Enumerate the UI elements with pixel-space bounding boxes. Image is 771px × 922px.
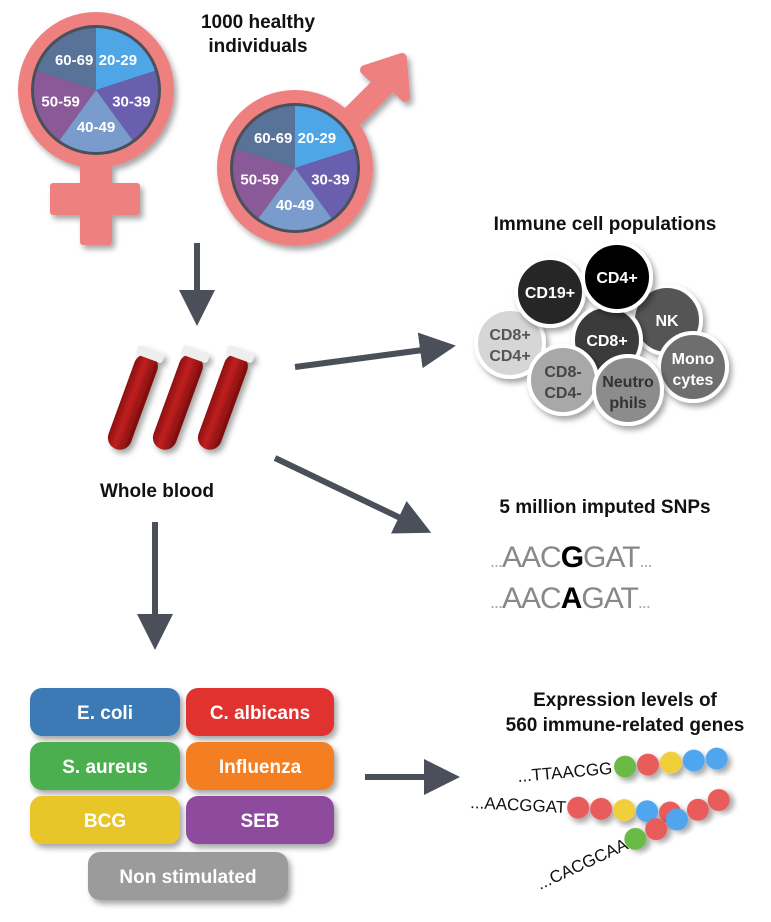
stimulus-label: Non stimulated	[119, 867, 256, 888]
cell-neutrophils: Neutro phils	[592, 354, 664, 426]
snps-title: 5 million imputed SNPs	[499, 497, 710, 518]
stimulus-label: E. coli	[77, 703, 133, 724]
snp-sequence-1: ...AACGGAT...	[490, 541, 652, 574]
stimulus-label: BCG	[84, 811, 126, 832]
cell-cd4: CD4+	[581, 241, 653, 313]
cell-label: CD4+	[489, 348, 530, 365]
expression-row: ...TTAACGG	[517, 747, 728, 786]
bead-yellow	[613, 799, 636, 822]
bead-red	[590, 797, 613, 820]
bead-red	[636, 753, 659, 776]
bead-blue	[705, 747, 728, 770]
stimulus-s-aureus[interactable]: S. aureus	[30, 742, 180, 790]
arrow-to-cells	[294, 332, 456, 370]
cell-label: phils	[609, 395, 646, 412]
cell-label: Mono	[672, 351, 715, 368]
cell-label: CD8+	[489, 327, 530, 344]
cell-label: CD8+	[586, 333, 627, 350]
dots: ...	[640, 551, 652, 571]
snp-variant: G	[561, 541, 583, 574]
age-label: 20-29	[99, 52, 137, 69]
stimulus-seb[interactable]: SEB	[186, 796, 334, 844]
pie-slice-30-39	[96, 70, 158, 141]
expression-title-line1: Expression levels of	[533, 690, 717, 711]
stimulus-label: Influenza	[219, 757, 302, 778]
stimulus-influenza[interactable]: Influenza	[186, 742, 334, 790]
bead-blue	[666, 808, 689, 831]
bead-red	[567, 796, 590, 819]
immune-cells-title: Immune cell populations	[494, 214, 717, 235]
gene-sequence: ...AACGGAT	[470, 793, 567, 817]
age-label: 40-49	[77, 119, 115, 136]
bead-green	[624, 827, 647, 850]
age-label: 30-39	[311, 171, 349, 188]
stimulus-label: SEB	[240, 811, 279, 832]
gene-sequence: ...TTAACGG	[517, 759, 613, 786]
seq-after: GAT	[581, 582, 638, 615]
seq-before: AAC	[502, 582, 561, 615]
pie-slice-60-69	[236, 106, 295, 168]
cell-monocytes: Mono cytes	[657, 331, 729, 403]
age-label: 40-49	[276, 197, 314, 214]
expression-title-line2: 560 immune-related genes	[506, 715, 745, 736]
cell-label: CD4-	[544, 385, 581, 402]
expression-beads: ...TTAACGG ...AACGGAT ...CACGCAA	[470, 747, 730, 894]
stimulus-c-albicans[interactable]: C. albicans	[186, 688, 334, 736]
pie-slice-40-49	[258, 168, 332, 231]
cell-label: CD19+	[525, 285, 575, 302]
bead-green	[614, 755, 637, 778]
study-title-line1: 1000 healthy	[201, 12, 315, 33]
dots: ...	[490, 592, 502, 612]
gene-sequence: ...CACGCAA	[534, 835, 632, 894]
cell-label: Neutro	[602, 374, 654, 391]
pie-slice-40-49	[59, 90, 133, 152]
cell-label: CD8-	[544, 364, 581, 381]
cell-label: NK	[655, 313, 679, 330]
snp-sequence-2: ...AACAGAT...	[490, 582, 650, 615]
cell-cd19: CD19+	[514, 256, 586, 328]
cell-cd8cd4: CD8+ CD4+	[474, 307, 546, 379]
age-label: 50-59	[41, 93, 79, 110]
bead-yellow	[659, 751, 682, 774]
bead-red	[707, 789, 730, 812]
stimulus-label: C. albicans	[210, 703, 310, 724]
blood-tubes-icon	[107, 345, 255, 450]
male-age-pie: 20-29 30-39 40-49 50-59 60-69	[230, 103, 360, 233]
dots: ...	[638, 592, 650, 612]
bead-red	[686, 798, 709, 821]
cell-label: CD4+	[596, 270, 637, 287]
bead-red	[645, 818, 668, 841]
age-label: 30-39	[112, 93, 150, 110]
cell-cd8cd4: CD8- CD4-	[527, 344, 599, 416]
bead-blue	[682, 749, 705, 772]
bead-blue	[636, 800, 659, 823]
cell-label: cytes	[673, 372, 714, 389]
age-label: 20-29	[298, 130, 336, 147]
immune-cell-cluster: CD8+ CD4+ CD19+ NK CD8+ CD4+ CD8- CD4- Mono cytes…	[474, 241, 729, 426]
seq-after: GAT	[583, 541, 640, 574]
stimulus-e-coli[interactable]: E. coli	[30, 688, 180, 736]
study-title-line2: individuals	[208, 36, 307, 57]
dots: ...	[490, 551, 502, 571]
age-label: 60-69	[254, 130, 292, 147]
expression-row: ...AACGGAT	[470, 793, 682, 824]
stimulus-label: S. aureus	[62, 757, 148, 778]
snp-variant: A	[561, 582, 582, 615]
age-label: 50-59	[240, 171, 278, 188]
pie-slice-20-29	[295, 106, 354, 168]
stimuli-grid: E. coli C. albicans S. aureus Influenza BCG S…	[30, 688, 334, 900]
pie-slice-50-59	[233, 148, 295, 219]
pie-slice-20-29	[96, 28, 155, 90]
age-label: 60-69	[55, 52, 93, 69]
whole-blood-label: Whole blood	[100, 481, 214, 502]
pie-slice-50-59	[33, 70, 96, 141]
pie-slice-30-39	[295, 148, 357, 219]
stimulus-non-stimulated[interactable]: Non stimulated	[88, 852, 288, 900]
female-age-pie: 20-29 30-39 40-49 50-59 60-69	[31, 25, 161, 155]
stimulus-bcg[interactable]: BCG	[30, 796, 180, 844]
seq-before: AAC	[502, 541, 561, 574]
arrow-to-snps	[273, 455, 432, 534]
pie-slice-60-69	[37, 28, 96, 90]
